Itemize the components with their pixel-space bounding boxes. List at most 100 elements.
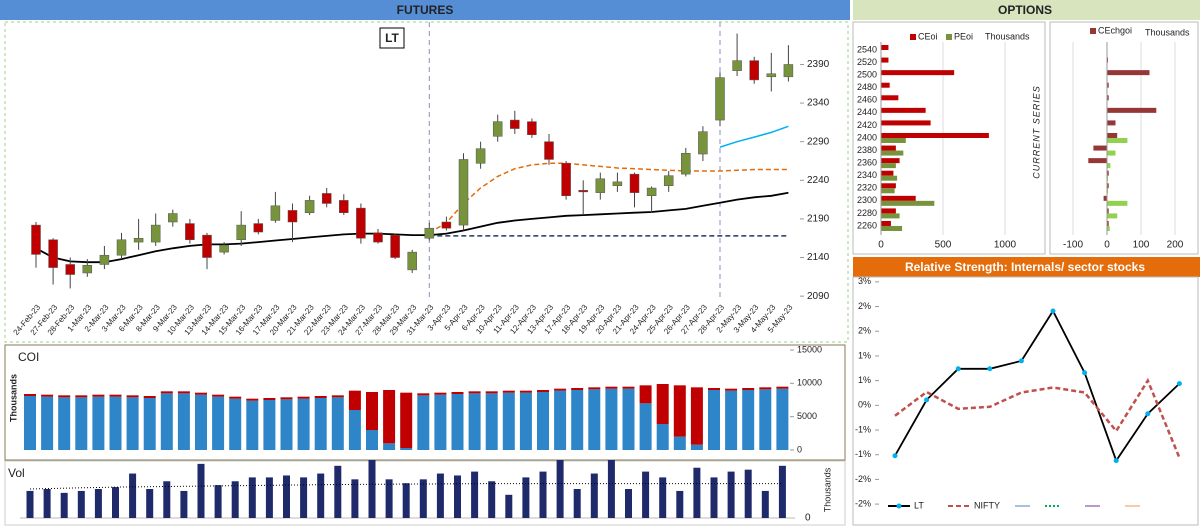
bar	[126, 397, 139, 450]
options-title: OPTIONS	[998, 3, 1052, 17]
bar	[297, 396, 310, 399]
bar	[351, 479, 359, 518]
bar	[708, 390, 720, 450]
coi-frame	[4, 344, 846, 461]
futures-header	[0, 0, 850, 20]
bar	[314, 398, 327, 450]
bar	[454, 475, 461, 518]
bar	[41, 396, 54, 450]
candle-body	[82, 265, 93, 274]
bar	[656, 384, 669, 424]
bar	[1103, 195, 1107, 201]
bar	[778, 465, 786, 518]
bar	[710, 477, 718, 518]
candle-body	[202, 234, 212, 258]
candle-body	[492, 121, 503, 137]
bar	[881, 150, 904, 156]
y-tick-label: 15000	[797, 344, 822, 354]
bar	[229, 396, 242, 399]
bar	[725, 390, 738, 450]
candle-body	[339, 200, 349, 213]
bar	[1107, 175, 1109, 181]
bar	[231, 481, 239, 518]
bar	[881, 213, 900, 219]
bar	[622, 388, 635, 450]
bar	[673, 436, 686, 450]
bar	[402, 483, 410, 518]
y-tick-label: 1%	[858, 350, 871, 360]
bar	[143, 396, 156, 398]
coi-y-label: Thousands	[8, 374, 18, 422]
y-tick-label: 2540	[857, 44, 877, 54]
legend-label: CEchgoi	[1098, 25, 1132, 35]
bar	[881, 82, 890, 88]
bar	[744, 469, 752, 518]
candle-body	[99, 254, 110, 265]
candle-body	[373, 232, 383, 243]
bar	[280, 399, 293, 450]
bar	[451, 394, 464, 450]
y-tick-label: 2%	[858, 326, 871, 336]
bar	[94, 489, 102, 518]
futures-title: FUTURES	[397, 3, 454, 17]
y-tick-label: 2500	[857, 70, 877, 80]
bar	[881, 95, 899, 101]
y-tick-label: 2320	[857, 183, 877, 193]
y-tick-label: 2260	[857, 220, 877, 230]
candle-body	[441, 221, 452, 229]
bar	[212, 394, 225, 397]
bar	[212, 396, 225, 450]
bar	[881, 170, 894, 176]
bar	[1107, 107, 1157, 113]
candle-body	[458, 159, 469, 226]
y-tick-label: 2390	[807, 59, 830, 70]
bar	[488, 481, 496, 518]
bar	[246, 400, 259, 450]
bar	[451, 392, 464, 394]
bar	[92, 394, 105, 397]
y-tick-label: 0%	[858, 400, 871, 410]
bar	[690, 387, 703, 445]
bar	[385, 479, 393, 518]
futures-frame	[4, 21, 849, 343]
bar	[348, 390, 361, 410]
bar	[1107, 183, 1109, 189]
y-tick-label: 3%	[858, 276, 871, 286]
bar	[434, 394, 447, 450]
y-tick-label: 2360	[857, 158, 877, 168]
chg-frame	[1049, 21, 1199, 255]
bar	[776, 386, 789, 389]
legend-label: PEoi	[954, 31, 973, 41]
bar	[1107, 95, 1109, 101]
bar	[708, 388, 720, 390]
bar	[485, 391, 498, 394]
bar	[881, 120, 931, 126]
bar	[1107, 170, 1109, 176]
y-tick-label: 2440	[857, 107, 877, 117]
y-tick-label: -2%	[855, 474, 871, 484]
candle-body	[698, 131, 708, 155]
bar	[180, 490, 188, 518]
bar	[75, 397, 88, 450]
y-tick-label: 2420	[857, 120, 877, 130]
marker	[987, 366, 993, 372]
bar	[676, 490, 684, 518]
candle-body	[561, 163, 571, 196]
marker	[892, 453, 898, 459]
bar	[314, 396, 327, 398]
bar	[331, 397, 344, 450]
symbol: LT	[385, 31, 399, 45]
bar	[24, 396, 36, 450]
line	[35, 191, 789, 264]
marker	[1082, 370, 1088, 376]
bar	[366, 430, 378, 450]
candle-body	[663, 175, 674, 186]
bar	[659, 477, 667, 518]
y-tick-label: 10000	[797, 378, 822, 388]
candle-body	[304, 200, 315, 213]
candle-body	[595, 178, 606, 193]
y-tick-label: 2480	[857, 82, 877, 92]
vol-frame	[4, 460, 846, 526]
y-tick-label: 5000	[797, 411, 817, 421]
bar	[283, 475, 290, 518]
